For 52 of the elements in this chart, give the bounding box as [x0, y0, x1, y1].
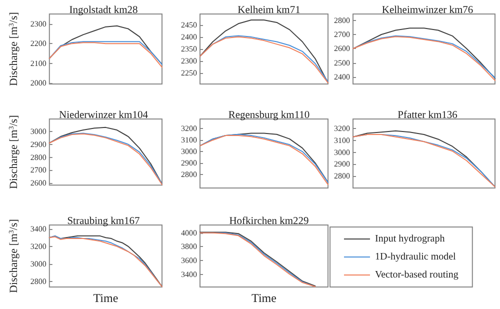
y-tick-label: 2900: [334, 160, 350, 169]
chart-title: Kelheimwinzer km76: [382, 5, 474, 16]
chart-title: Regensburg km110: [228, 110, 310, 121]
y-tick-label: 2200: [30, 39, 46, 48]
y-tick-label: 2350: [181, 44, 197, 54]
y-tick-label: 3000: [181, 147, 197, 156]
x-axis-title: Time: [252, 291, 276, 305]
y-tick-label: 2600: [334, 44, 350, 54]
y-tick-label: 2800: [334, 16, 350, 25]
y-tick-label: 2400: [334, 72, 350, 82]
y-tick-label: 2300: [181, 56, 197, 66]
y-tick-label: 2500: [334, 58, 350, 68]
y-tick-label: 2800: [334, 172, 350, 181]
y-tick-label: 3100: [181, 136, 197, 145]
y-tick-label: 2250: [181, 68, 197, 78]
y-tick-label: 3400: [181, 270, 197, 279]
legend-label: 1D-hydraulic model: [375, 252, 456, 262]
y-tick-label: 3000: [30, 259, 46, 268]
y-tick-label: 2800: [30, 152, 46, 162]
y-tick-label: 2800: [181, 170, 197, 179]
y-tick-label: 3100: [334, 136, 350, 145]
y-tick-label: 3200: [181, 124, 197, 134]
y-tick-label: 3000: [334, 148, 350, 157]
legend-label: Vector-based routing: [375, 270, 458, 280]
y-tick-label: 2900: [30, 140, 46, 149]
chart-title: Straubing km167: [67, 216, 140, 227]
chart-title: Niederwinzer km104: [59, 110, 149, 121]
y-tick-label: 3200: [30, 242, 46, 251]
y-tick-label: 2450: [181, 20, 197, 30]
line-series: [200, 20, 328, 84]
y-tick-label: 3400: [30, 224, 46, 234]
y-tick-label: 2600: [30, 178, 46, 188]
chart-title: Ingolstadt km28: [69, 5, 138, 16]
y-tick-label: 4000: [181, 228, 197, 238]
y-tick-label: 3000: [30, 126, 46, 136]
chart-title: Hofkirchen km229: [229, 216, 309, 227]
y-tick-label: 2000: [30, 78, 46, 88]
y-tick-label: 3600: [181, 256, 197, 265]
y-tick-label: 3200: [334, 124, 350, 134]
y-tick-label: 2100: [30, 58, 46, 68]
y-tick-label: 2700: [30, 166, 46, 175]
legend-label: Input hydrograph: [375, 234, 445, 244]
chart-title: Kelheim km71: [238, 5, 300, 16]
y-tick-label: 2900: [181, 158, 197, 168]
line-series: [352, 28, 496, 79]
y-tick-label: 2800: [30, 276, 46, 286]
y-tick-label: 2700: [334, 30, 350, 40]
y-tick-label: 2400: [181, 32, 197, 42]
x-axis-title: Time: [93, 291, 118, 305]
y-tick-label: 3800: [181, 242, 197, 252]
y-tick-label: 2300: [30, 19, 46, 28]
chart-title: Pfatter km136: [398, 110, 458, 121]
